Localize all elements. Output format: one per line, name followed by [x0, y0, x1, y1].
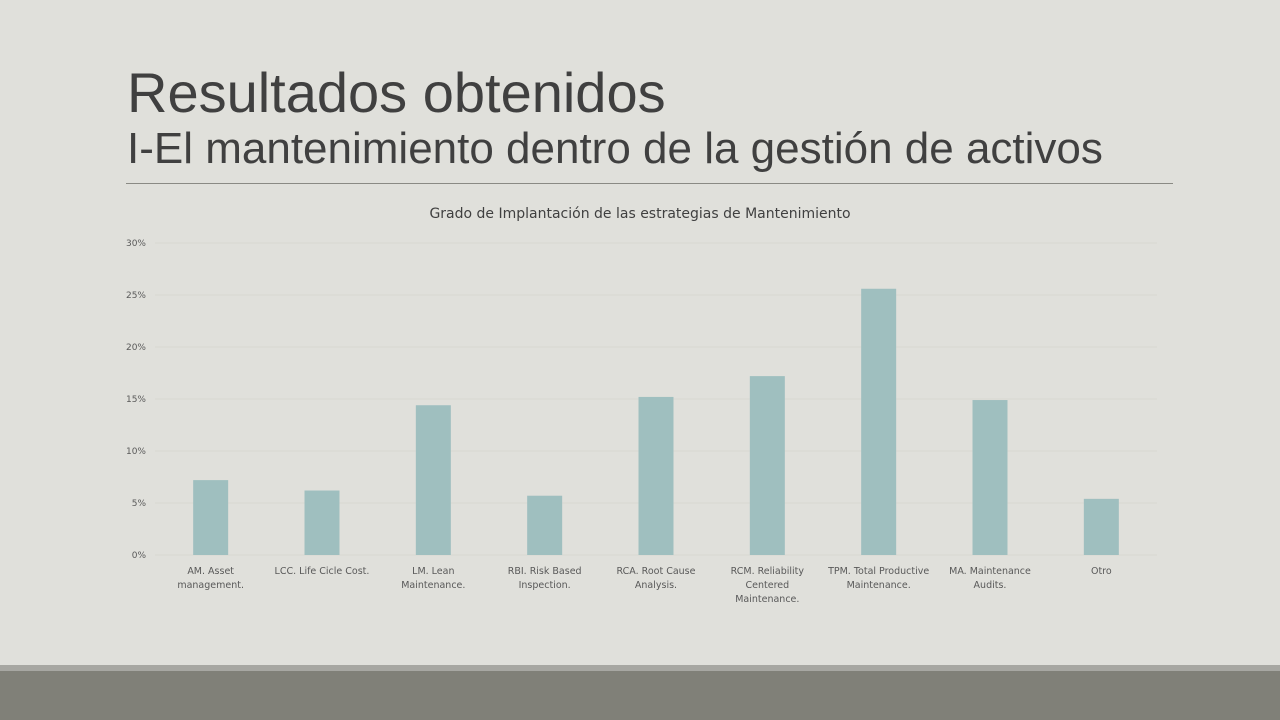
x-tick-label: AM. Asset management.	[177, 566, 244, 591]
bar	[750, 376, 785, 555]
x-tick-label: MA. Maintenance Audits.	[949, 566, 1031, 591]
footer-line	[0, 665, 1280, 671]
bar	[973, 400, 1008, 555]
x-tick-label: RCA. Root Cause Analysis.	[617, 566, 696, 591]
y-tick-label: 15%	[126, 395, 146, 405]
y-tick-label: 30%	[126, 239, 146, 249]
y-tick-label: 0%	[132, 551, 147, 561]
x-tick-label: Otro	[1091, 566, 1112, 577]
bar	[1084, 499, 1119, 555]
x-tick-label: RCM. Reliability Centered Maintenance.	[731, 566, 805, 605]
bar	[193, 480, 228, 555]
bar	[861, 289, 896, 555]
y-tick-label: 10%	[126, 447, 146, 457]
x-tick-label: TPM. Total Productive Maintenance.	[827, 566, 929, 591]
y-tick-label: 25%	[126, 291, 146, 301]
x-tick-label: RBI. Risk Based Inspection.	[508, 566, 582, 591]
y-tick-label: 5%	[132, 499, 147, 509]
x-tick-label: LM. Lean Maintenance.	[401, 566, 465, 591]
bar	[305, 491, 340, 555]
bar	[527, 496, 562, 555]
y-tick-label: 20%	[126, 343, 146, 353]
bar	[639, 397, 674, 555]
bar	[416, 405, 451, 555]
x-tick-label: LCC. Life Cicle Cost.	[275, 566, 370, 577]
footer-band	[0, 665, 1280, 720]
bar-chart: 0% 5% 10% 15% 20% 25% 30% AM. Asset management. L…	[0, 0, 1280, 660]
